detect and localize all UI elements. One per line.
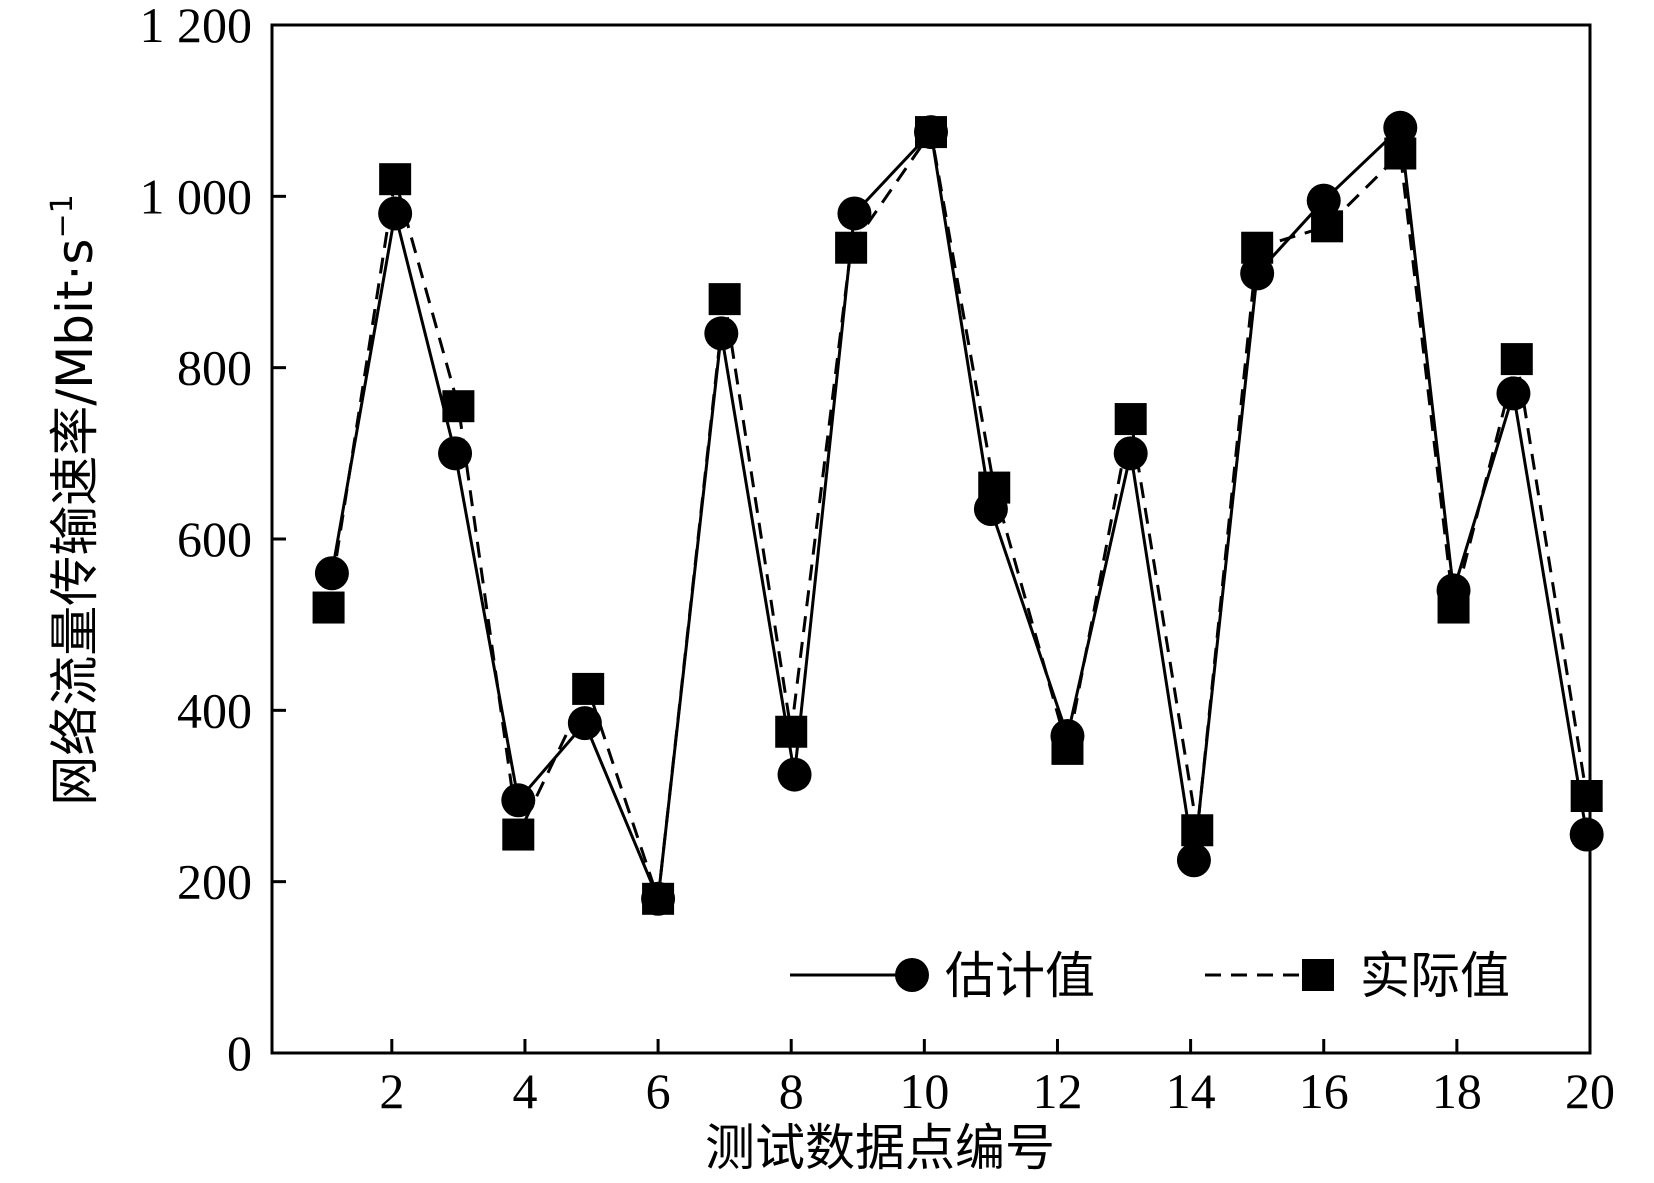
point-estimated <box>567 706 602 741</box>
x-axis-title: 测试数据点编号 <box>705 1119 1055 1177</box>
x-tick-label: 20 <box>1565 1063 1615 1119</box>
point-estimated <box>704 316 739 351</box>
series-line-estimated <box>330 124 1589 905</box>
point-estimated <box>501 783 536 818</box>
point-actual <box>312 591 345 624</box>
x-tick-label: 8 <box>779 1063 804 1119</box>
y-tick-label: 1 000 <box>140 168 253 224</box>
point-actual <box>1500 343 1533 376</box>
x-axis: 2 4 6 8 10 12 14 16 18 20 <box>379 1039 1615 1119</box>
point-estimated <box>1050 719 1085 754</box>
point-estimated <box>1496 376 1531 411</box>
point-estimated <box>1306 183 1341 218</box>
legend-marker-square <box>1302 959 1334 991</box>
x-tick-label: 16 <box>1299 1063 1349 1119</box>
point-actual <box>379 163 412 196</box>
x-tick-label: 2 <box>379 1063 404 1119</box>
y-axis: 0 200 400 600 800 1 000 1 200 <box>140 0 286 1081</box>
y-axis-title: 网络流量传输速率/Mbit·s−1 <box>45 194 104 805</box>
legend-item-actual: 实际值 <box>1205 947 1510 1005</box>
y-tick-label: 600 <box>177 511 252 567</box>
x-tick-label: 14 <box>1166 1063 1216 1119</box>
point-estimated <box>438 436 473 471</box>
point-actual <box>835 231 868 264</box>
point-actual <box>708 283 741 316</box>
point-estimated <box>914 115 948 150</box>
point-estimated <box>1240 256 1275 291</box>
legend-item-estimated: 估计值 <box>790 947 1095 1005</box>
legend-label-estimated: 估计值 <box>945 947 1095 1005</box>
point-estimated <box>973 492 1008 527</box>
point-estimated <box>641 881 676 916</box>
point-actual <box>775 715 808 748</box>
y-tick-label: 200 <box>177 854 252 910</box>
y-axis-title-main: 网络流量传输速率/Mbit·s <box>46 239 104 806</box>
point-estimated <box>777 757 812 792</box>
y-tick-label: 800 <box>177 340 252 396</box>
x-tick-label: 4 <box>512 1063 537 1119</box>
x-tick-label: 6 <box>646 1063 671 1119</box>
x-tick-label: 10 <box>899 1063 949 1119</box>
legend: 估计值 实际值 <box>790 947 1510 1005</box>
point-actual <box>572 672 605 705</box>
x-tick-label: 18 <box>1432 1063 1482 1119</box>
point-estimated <box>1383 110 1418 145</box>
y-tick-label: 0 <box>227 1025 252 1081</box>
point-actual <box>1570 780 1603 812</box>
point-actual <box>502 818 535 851</box>
y-tick-label: 1 200 <box>140 0 253 53</box>
y-tick-label: 400 <box>177 682 252 738</box>
y-axis-title-superscript: −1 <box>45 194 80 238</box>
point-actual <box>1181 814 1214 847</box>
point-estimated <box>1436 573 1471 608</box>
point-estimated <box>1569 817 1604 852</box>
point-estimated <box>837 196 872 231</box>
legend-label-actual: 实际值 <box>1360 947 1510 1005</box>
point-estimated <box>1113 436 1148 471</box>
point-actual <box>1114 403 1147 436</box>
point-estimated <box>314 556 349 591</box>
legend-marker-circle <box>895 958 929 992</box>
x-tick-label: 12 <box>1032 1063 1082 1119</box>
point-actual <box>442 390 475 423</box>
series-layer <box>312 110 1604 916</box>
point-estimated <box>1176 843 1211 878</box>
point-estimated <box>378 196 413 231</box>
